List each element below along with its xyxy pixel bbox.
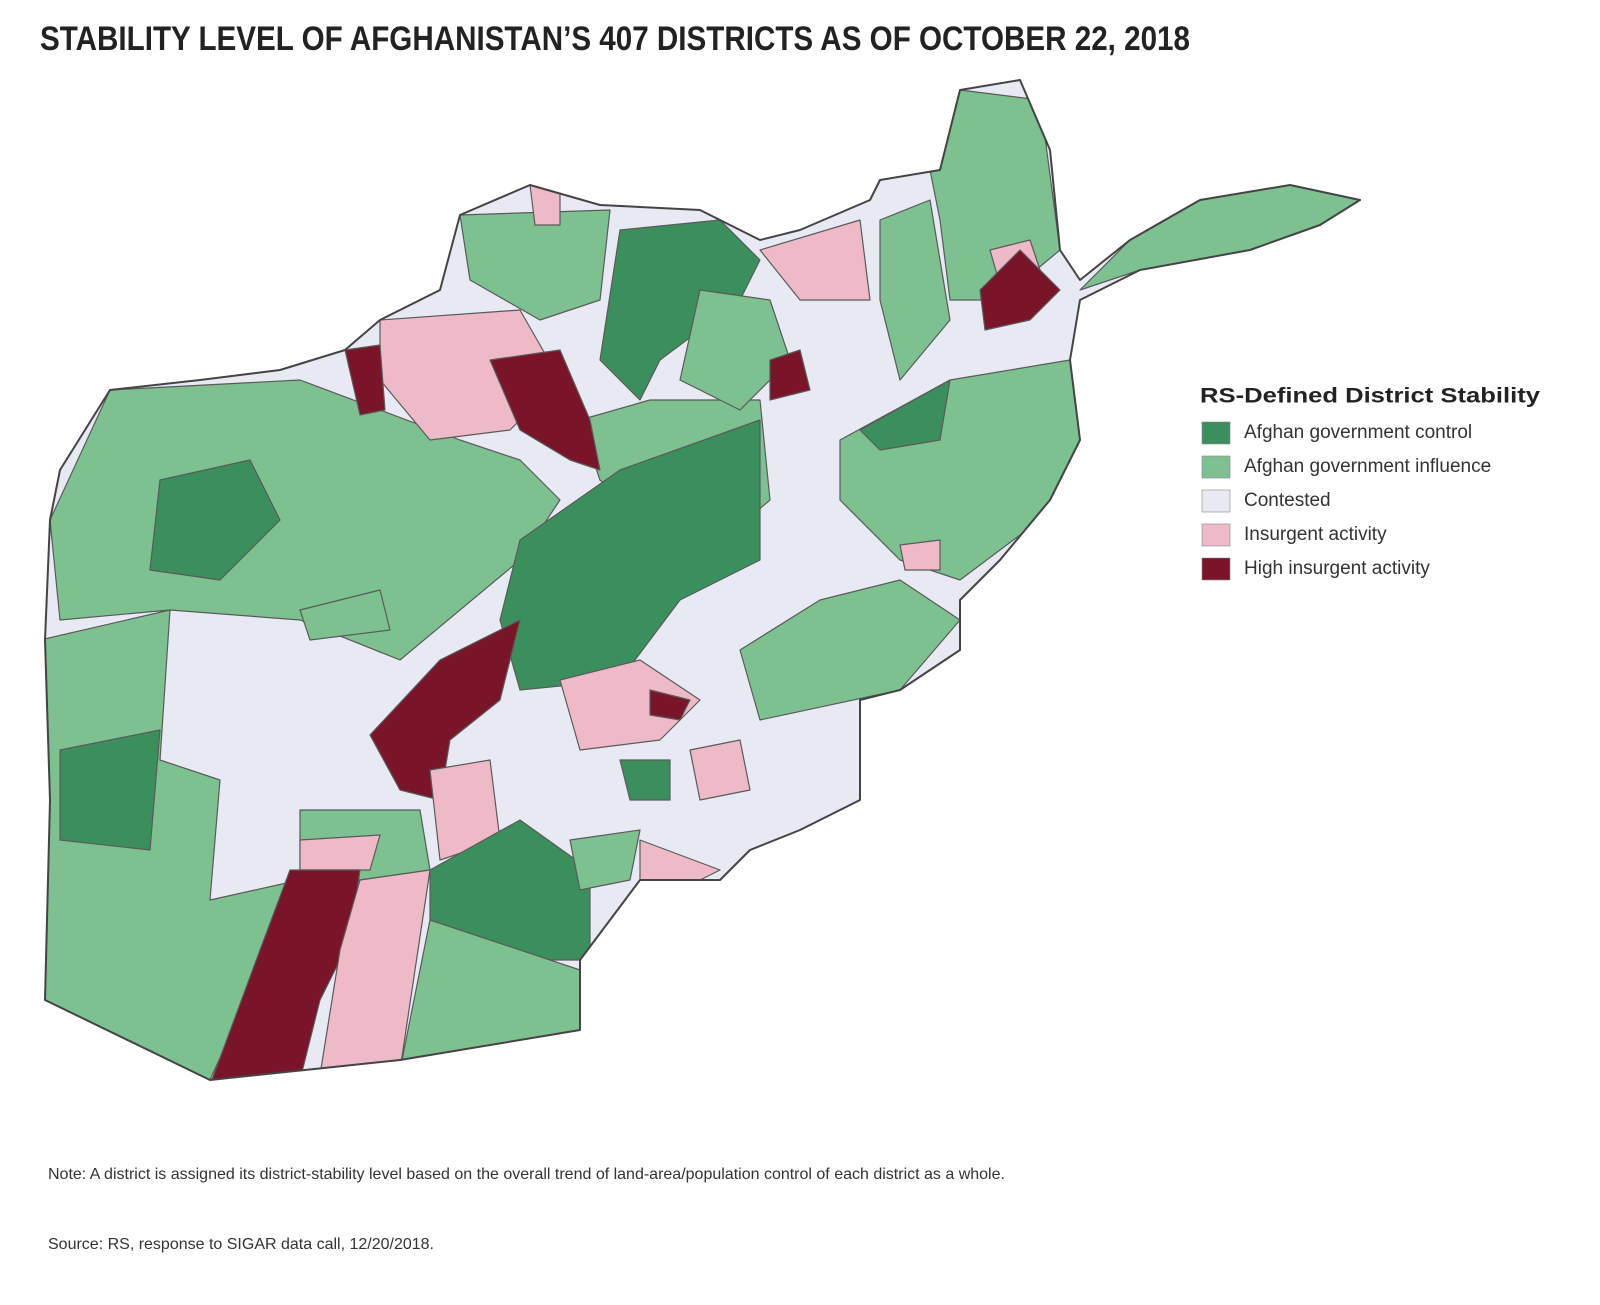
district-region [59, 729, 161, 851]
district-region [1079, 184, 1360, 291]
district-region [299, 834, 381, 871]
map-title: STABILITY LEVEL OF AFGHANISTAN’S 407 DIS… [40, 20, 1190, 58]
district-region [344, 344, 386, 416]
district-region [899, 539, 941, 571]
district-region [489, 349, 601, 471]
district-region [689, 739, 751, 801]
legend-swatch [1201, 455, 1231, 479]
legend-label: Insurgent activity [1244, 524, 1387, 545]
district-region [569, 829, 641, 891]
district-region [209, 869, 361, 1080]
legend-label: Afghan government influence [1244, 456, 1491, 477]
legend-swatch [1201, 421, 1231, 445]
district-region [149, 459, 281, 581]
district-region [459, 209, 611, 321]
district-region [859, 379, 951, 451]
legend-label: Afghan government control [1244, 422, 1472, 443]
district-region [879, 199, 951, 381]
source: Source: RS, response to SIGAR data call,… [48, 1236, 434, 1253]
district-region [759, 219, 871, 301]
district-region [979, 249, 1061, 331]
country-border [44, 79, 1361, 1081]
legend-label: High insurgent activity [1244, 558, 1430, 579]
district-region [369, 619, 521, 801]
legend-label: Contested [1244, 490, 1331, 511]
district-region [649, 689, 691, 721]
legend: Afghan government control Afghan governme… [1201, 421, 1491, 581]
legend-swatch [1201, 523, 1231, 547]
district-region [299, 589, 391, 641]
district-region [619, 759, 671, 801]
district-region [769, 349, 811, 401]
legend-swatch [1201, 557, 1231, 581]
legend-title: RS-Defined District Stability [1200, 385, 1540, 408]
legend-swatch [1201, 489, 1231, 513]
note: Note: A district is assigned its distric… [48, 1166, 1005, 1183]
district-region [679, 289, 791, 411]
